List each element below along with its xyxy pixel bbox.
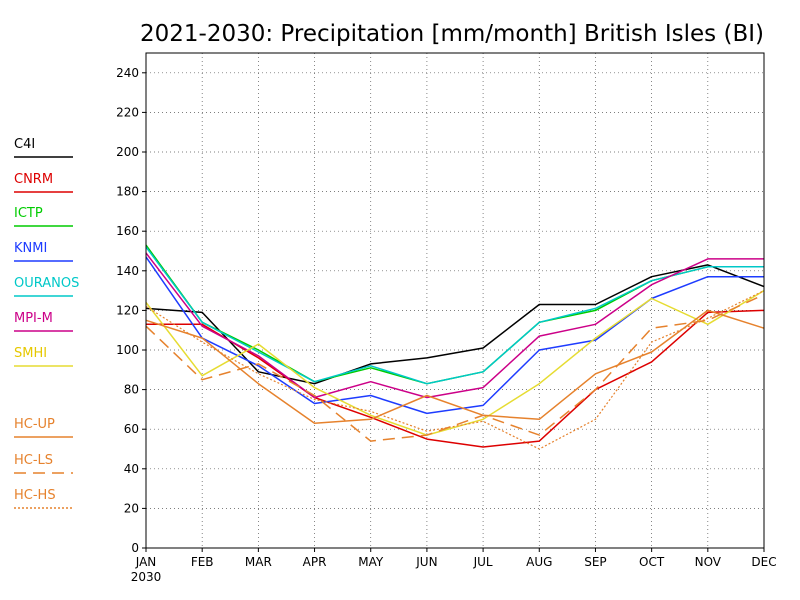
x-tick-label: JUN xyxy=(415,555,437,569)
legend-label-ictp: ICTP xyxy=(14,206,43,221)
x-tick-label: JUL xyxy=(473,555,493,569)
y-tick-label: 20 xyxy=(124,501,139,515)
y-tick-label: 140 xyxy=(116,264,139,278)
x-tick-label: NOV xyxy=(695,555,722,569)
grid-layer xyxy=(146,53,764,548)
legend-label-c4i: C4I xyxy=(14,137,35,152)
x-year-label: 2030 xyxy=(131,570,162,584)
legend-label-mpi-m: MPI-M xyxy=(14,311,53,326)
series-line-hc-hs xyxy=(145,290,765,450)
y-tick-label: 60 xyxy=(124,422,139,436)
axis-layer: 0 20 40 60 80 100 120 140 160 180 200 220 240 JAN FEB M… xyxy=(116,66,777,584)
x-tick-label: SEP xyxy=(584,555,606,569)
legend-label-cnrm: CNRM xyxy=(14,172,53,187)
y-tick-label: 220 xyxy=(116,105,139,119)
series-line-c4i xyxy=(145,264,765,385)
series-line-mpi-m xyxy=(145,252,764,399)
x-tick-label: APR xyxy=(303,555,327,569)
x-tick-label: JAN xyxy=(135,555,157,569)
x-tick-label: AUG xyxy=(526,555,552,569)
x-tick-label: MAY xyxy=(358,555,384,569)
y-tick-label: 120 xyxy=(116,303,139,317)
y-tick-label: 80 xyxy=(124,383,139,397)
y-tick-label: 40 xyxy=(124,462,139,476)
y-tick-label: 100 xyxy=(116,343,139,357)
y-tick-label: 0 xyxy=(131,541,139,555)
series-line-hc-up xyxy=(145,309,765,425)
plot-frame xyxy=(145,52,765,549)
y-tick-label: 180 xyxy=(116,185,139,199)
y-tick-label: 160 xyxy=(116,224,139,238)
series-line-smhi xyxy=(145,289,765,436)
chart-title: 2021-2030: Precipitation [mm/month] Brit… xyxy=(140,21,764,47)
y-tick-label: 200 xyxy=(116,145,139,159)
y-tick-label: 240 xyxy=(116,66,139,80)
legend: C4I CNRM ICTP KNMI OURANOS MPI-M SMHI HC-UP HC-L… xyxy=(14,137,79,509)
x-tick-label: DEC xyxy=(751,555,776,569)
series-line-knmi xyxy=(145,256,764,415)
legend-label-ouranos: OURANOS xyxy=(14,276,79,291)
legend-label-hc-hs: HC-HS xyxy=(14,488,56,503)
series-line-hc-ls xyxy=(145,293,765,442)
x-tick-label: MAR xyxy=(245,555,272,569)
x-tick-label: FEB xyxy=(191,555,214,569)
series-layer xyxy=(145,244,765,450)
legend-label-hc-ls: HC-LS xyxy=(14,453,53,468)
legend-label-knmi: KNMI xyxy=(14,241,47,256)
series-line-ouranos xyxy=(145,246,764,385)
legend-label-smhi: SMHI xyxy=(14,346,47,361)
series-line-cnrm xyxy=(146,309,765,448)
x-tick-label: OCT xyxy=(639,555,665,569)
legend-label-hc-up: HC-UP xyxy=(14,417,55,432)
